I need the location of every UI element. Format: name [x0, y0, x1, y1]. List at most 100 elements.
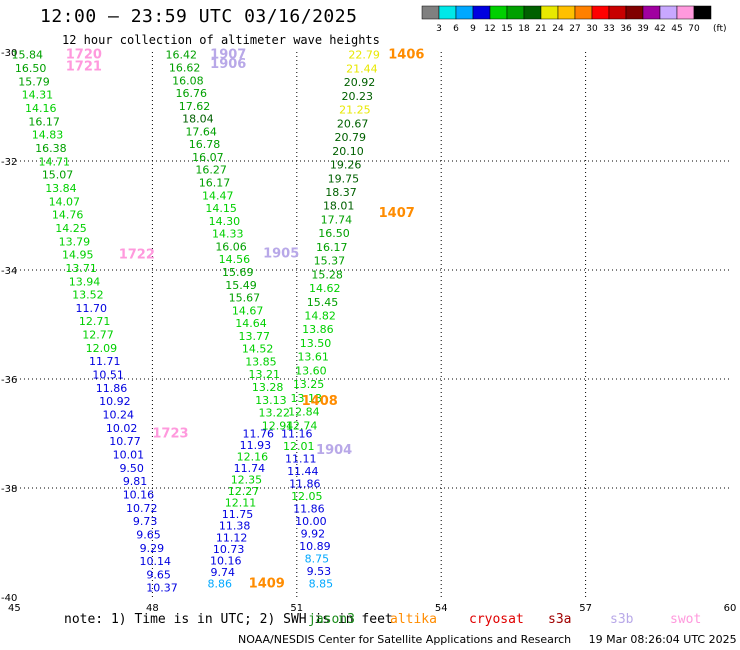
x-tick-label: 45 [8, 603, 21, 614]
y-tick-label: -30 [1, 48, 17, 59]
data-label: 10.16 [123, 488, 155, 501]
colorbar-label: 9 [470, 24, 476, 34]
data-label: 12.16 [237, 451, 269, 464]
data-label: 11.11 [285, 452, 317, 465]
data-label: 10.01 [113, 448, 145, 461]
data-label: 15.37 [314, 255, 346, 268]
data-label: 12.05 [291, 490, 323, 503]
x-tick-label: 54 [435, 603, 448, 614]
data-label: 11.38 [219, 520, 251, 533]
footer-credit: NOAA/NESDIS Center for Satellite Applica… [238, 633, 572, 646]
data-label: 13.79 [59, 235, 91, 248]
colorbar-label: 18 [518, 24, 530, 34]
data-label: 17.64 [185, 125, 217, 138]
colorbar-label: 21 [535, 24, 546, 34]
data-label: 14.52 [242, 343, 274, 356]
data-label: 19.75 [328, 172, 360, 185]
data-label: 13.77 [239, 330, 271, 343]
colorbar-swatch [489, 5, 508, 20]
data-label: 13.50 [300, 337, 332, 350]
colorbar-swatch [523, 5, 542, 20]
data-label: 13.13 [255, 394, 287, 407]
colorbar-label: 12 [484, 24, 495, 34]
data-label: 11.86 [96, 382, 128, 395]
data-label: 12.71 [79, 315, 111, 328]
colorbar-label: 70 [688, 24, 700, 34]
data-label: 11.44 [287, 465, 319, 478]
track-id-label: 1720 [66, 48, 102, 63]
data-label: 16.17 [199, 177, 231, 190]
data-label: 11.75 [222, 508, 254, 521]
data-label: 21.44 [346, 62, 378, 75]
track-id-label: 1408 [302, 394, 338, 409]
data-label: 16.38 [35, 142, 67, 155]
colorbar-swatch [506, 5, 525, 20]
data-label: 10.89 [299, 540, 331, 553]
colorbar-swatch [557, 5, 576, 20]
data-label: 20.67 [337, 117, 369, 130]
data-label: 14.83 [32, 129, 64, 142]
data-label: 18.01 [323, 200, 355, 213]
colorbar-swatch [625, 5, 644, 20]
data-label: 14.16 [25, 102, 57, 115]
data-label: 16.42 [166, 49, 198, 62]
satellite-legend-item: s3b [610, 612, 634, 627]
colorbar-swatch [642, 5, 661, 20]
y-tick-label: -38 [1, 484, 17, 495]
data-label: 13.71 [65, 262, 97, 275]
data-label: 18.04 [182, 113, 214, 126]
y-tick-label: -34 [1, 266, 17, 277]
data-label: 15.79 [18, 75, 50, 88]
data-label: 14.25 [55, 222, 87, 235]
colorbar-label: 30 [586, 24, 598, 34]
data-label: 9.73 [133, 515, 158, 528]
data-label: 14.64 [235, 317, 267, 330]
data-label: 10.24 [102, 409, 134, 422]
data-label: 15.07 [42, 169, 74, 182]
data-label: 14.33 [212, 228, 244, 241]
track-id-label: 1905 [263, 247, 299, 262]
data-label: 16.78 [189, 138, 221, 151]
chart-title: 12:00 — 23:59 UTC 03/16/2025 [40, 6, 358, 27]
colorbar-label: 36 [620, 24, 632, 34]
data-label: 10.37 [146, 582, 178, 595]
data-label: 16.27 [195, 164, 227, 177]
data-label: 14.07 [49, 195, 81, 208]
data-label: 10.77 [109, 435, 141, 448]
track-id-label: 1906 [210, 57, 246, 72]
colorbar-swatch [438, 5, 457, 20]
data-label: 14.76 [52, 209, 84, 222]
data-label: 8.86 [208, 577, 233, 590]
x-tick-label: 51 [290, 603, 303, 614]
colorbar-swatch [540, 5, 559, 20]
data-label: 10.73 [213, 543, 245, 556]
data-label: 15.28 [311, 268, 343, 281]
data-label: 16.06 [215, 240, 247, 253]
data-label: 9.65 [136, 528, 161, 541]
data-label: 20.10 [332, 145, 364, 158]
colorbar-label: 15 [501, 24, 512, 34]
note-text: note: 1) Time is in UTC; 2) SWH is in fe… [64, 612, 393, 627]
data-label: 14.82 [304, 310, 336, 323]
data-label: 13.28 [252, 381, 284, 394]
data-label: 14.15 [205, 202, 237, 215]
data-label: 11.76 [243, 428, 275, 441]
colorbar-swatch [608, 5, 627, 20]
data-label: 16.76 [175, 87, 207, 100]
data-label: 15.69 [222, 266, 254, 279]
satellite-legend-item: swot [670, 612, 702, 627]
data-label: 9.29 [140, 542, 165, 555]
data-label: 16.07 [192, 151, 224, 164]
data-label: 16.50 [318, 227, 350, 240]
data-label: 10.72 [126, 502, 158, 515]
colorbar-label: 45 [671, 24, 682, 34]
data-label: 15.45 [307, 296, 339, 309]
data-label: 12.27 [228, 485, 260, 498]
data-label: 10.14 [140, 555, 172, 568]
track-id-label: 1721 [66, 60, 102, 75]
colorbar-unit: (ft) [713, 24, 727, 34]
data-label: 15.49 [225, 279, 257, 292]
colorbar-label: 33 [603, 24, 614, 34]
data-label: 15.84 [12, 49, 44, 62]
